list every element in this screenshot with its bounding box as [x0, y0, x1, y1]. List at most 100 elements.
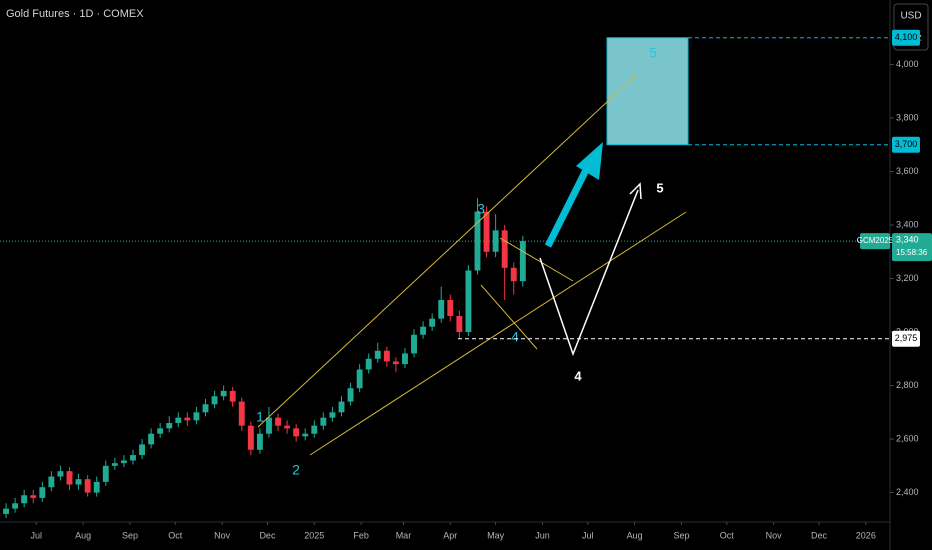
last-price-label: 3,340: [896, 234, 919, 244]
y-tick-label: 2,600: [896, 433, 919, 443]
y-tick-label: 2,400: [896, 487, 919, 497]
x-tick-label: Jul: [31, 530, 43, 540]
candle-body: [483, 211, 490, 252]
wave-label: 2: [292, 462, 300, 478]
candle-body: [130, 455, 136, 461]
triangle-top: [499, 237, 574, 282]
candle-body: [266, 417, 272, 434]
wave-label: 3: [477, 201, 485, 217]
x-tick-label: Dec: [259, 530, 276, 540]
candle-body: [211, 396, 218, 405]
candle-body: [420, 326, 427, 335]
level-tag: [892, 29, 920, 46]
x-tick-label: Aug: [75, 530, 91, 540]
candle-body: [302, 433, 309, 437]
candle-body: [166, 423, 173, 429]
candle-body: [383, 350, 390, 362]
upper-channel: [257, 74, 637, 428]
candle-body: [374, 350, 381, 359]
x-tick-label: Oct: [720, 530, 735, 540]
x-tick-label: Jul: [582, 530, 594, 540]
candle-body: [157, 428, 164, 434]
wave-label: 5: [656, 180, 663, 195]
wave-label: 4: [511, 329, 519, 345]
level-label: 2,975: [895, 333, 918, 343]
candle-body: [111, 463, 118, 466]
candle-body: [102, 465, 109, 482]
candle-body: [338, 401, 345, 413]
candle-body: [184, 417, 191, 421]
candle-body: [510, 267, 517, 282]
currency: USD: [900, 11, 921, 22]
candle-body: [247, 425, 254, 450]
candle-body: [519, 241, 526, 282]
y-tick-label: 2,800: [896, 380, 919, 390]
candle-body: [3, 508, 9, 514]
candle-body: [12, 503, 19, 509]
candle-body: [57, 471, 64, 477]
candle-body: [229, 390, 236, 402]
x-tick-label: Mar: [396, 530, 412, 540]
x-tick-label: Jun: [535, 530, 550, 540]
candle-body: [501, 230, 508, 268]
x-tick-label: Sep: [673, 530, 689, 540]
candle-body: [320, 417, 327, 426]
candle-body: [75, 479, 82, 485]
candle-body: [30, 495, 37, 498]
candle-body: [275, 417, 281, 426]
level-label: 3,700: [895, 139, 918, 149]
candle-body: [311, 425, 318, 434]
level-label: 4,100: [895, 32, 918, 42]
candle-body: [193, 412, 200, 421]
candle-body: [438, 299, 445, 319]
projection-arrowhead: [629, 182, 642, 200]
candle-body: [293, 428, 300, 437]
symbol-label: GCM2025: [857, 236, 894, 245]
candle-body: [148, 433, 155, 445]
x-tick-label: Nov: [214, 530, 231, 540]
countdown: 15:58:36: [896, 248, 928, 257]
candle-body: [465, 270, 472, 333]
candle-body: [365, 358, 372, 370]
wave-label: 4: [574, 368, 582, 383]
candle-body: [202, 404, 209, 413]
y-tick-label: 3,600: [896, 166, 919, 176]
candle-body: [284, 425, 291, 429]
level-tag: [892, 136, 920, 153]
blue-arrow: [544, 160, 594, 248]
x-tick-label: Dec: [811, 530, 828, 540]
x-tick-label: Aug: [627, 530, 643, 540]
x-tick-label: Nov: [766, 530, 783, 540]
blue-arrowhead: [576, 142, 603, 180]
candle-body: [220, 390, 227, 397]
candle-body: [66, 471, 73, 485]
candle-body: [456, 315, 463, 333]
candle-body: [492, 230, 499, 252]
projection-path: [539, 189, 639, 357]
candle-body: [329, 412, 336, 418]
x-tick-label: Sep: [122, 530, 138, 540]
candle-body: [356, 369, 363, 389]
drawings: [257, 74, 687, 456]
x-tick-label: 2025: [304, 530, 324, 540]
lower-channel: [309, 211, 687, 456]
candle-body: [392, 361, 399, 365]
y-tick-label: 3,200: [896, 273, 919, 283]
candle-body: [474, 211, 481, 271]
currency-box[interactable]: [893, 3, 929, 51]
x-tick-label: Oct: [168, 530, 183, 540]
x-tick-label: Apr: [443, 530, 457, 540]
candle-body: [93, 481, 100, 493]
candle-body: [139, 444, 145, 456]
symbol-tag: [860, 233, 890, 250]
target-box: [606, 37, 689, 146]
x-tick-label: Feb: [353, 530, 369, 540]
level-tag: [892, 330, 920, 347]
candle-body: [238, 401, 245, 426]
chart-title: Gold Futures · 1D · COMEX: [6, 8, 144, 20]
wave-label: 5: [649, 45, 657, 61]
y-tick-label: 3,800: [896, 112, 919, 122]
candle-body: [175, 417, 182, 424]
candle-body: [402, 353, 408, 365]
